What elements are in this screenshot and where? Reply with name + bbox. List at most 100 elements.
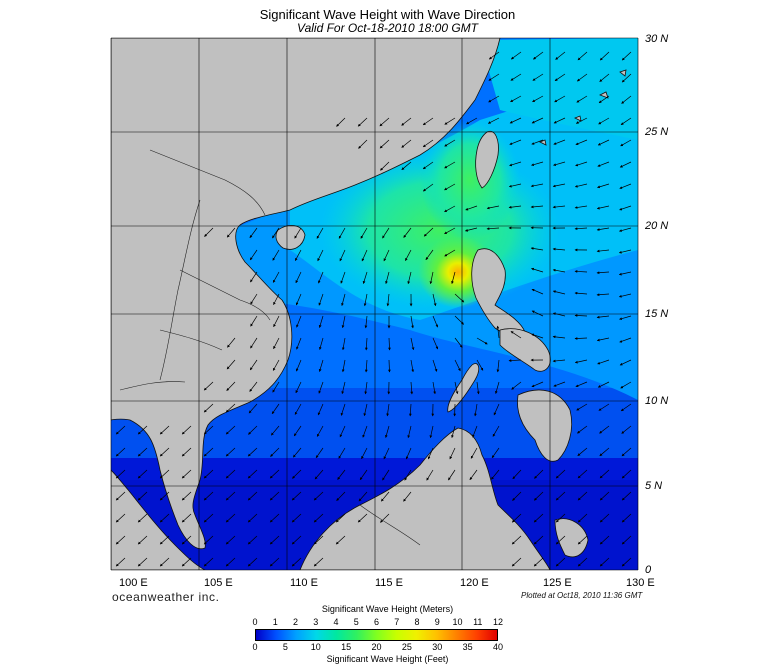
wave-direction-arrow bbox=[494, 381, 500, 394]
wave-direction-arrow bbox=[363, 293, 368, 307]
wave-direction-arrow bbox=[204, 227, 214, 237]
wave-direction-arrow bbox=[159, 425, 170, 435]
wave-direction-arrow bbox=[405, 447, 412, 460]
wave-direction-arrow bbox=[552, 247, 566, 251]
wave-direction-arrow bbox=[225, 535, 236, 545]
wave-direction-arrow bbox=[338, 227, 346, 239]
wave-direction-arrow bbox=[335, 535, 346, 545]
lon-label-110: 110 E bbox=[290, 577, 318, 589]
wave-direction-arrow bbox=[491, 469, 500, 480]
legend-meter-tick: 8 bbox=[414, 617, 420, 627]
wave-direction-arrow bbox=[225, 425, 236, 435]
wave-direction-arrow bbox=[598, 403, 610, 411]
wave-direction-arrow bbox=[273, 315, 280, 328]
wave-direction-arrow bbox=[359, 469, 368, 481]
wave-direction-arrow bbox=[554, 73, 566, 81]
wave-direction-arrow bbox=[291, 513, 302, 523]
wave-direction-arrow bbox=[181, 469, 192, 479]
wave-direction-arrow bbox=[577, 425, 588, 434]
wave-direction-arrow bbox=[449, 447, 456, 460]
wave-direction-arrow bbox=[225, 491, 236, 501]
legend-feet-tick: 10 bbox=[310, 642, 321, 652]
wave-direction-arrow bbox=[422, 117, 434, 126]
wave-direction-arrow bbox=[552, 183, 566, 188]
wave-direction-arrow bbox=[364, 315, 368, 329]
legend-colorbar bbox=[255, 629, 498, 641]
wave-direction-arrow bbox=[203, 381, 214, 391]
wave-direction-arrow bbox=[596, 205, 610, 210]
wave-direction-arrow bbox=[509, 117, 522, 124]
wave-direction-arrow bbox=[272, 271, 280, 283]
wave-direction-arrow bbox=[181, 491, 192, 501]
legend-meter-tick: 5 bbox=[353, 617, 359, 627]
wave-direction-arrow bbox=[341, 315, 346, 329]
wave-direction-arrow bbox=[115, 557, 126, 567]
wave-direction-arrow bbox=[314, 469, 324, 480]
legend-feet-tick: 30 bbox=[432, 642, 443, 652]
wave-direction-arrow bbox=[492, 425, 500, 437]
wave-direction-arrow bbox=[596, 271, 610, 275]
legend-meter-tick: 12 bbox=[492, 617, 504, 627]
wave-direction-arrow bbox=[273, 293, 280, 306]
wave-direction-arrow bbox=[247, 491, 258, 501]
wave-direction-arrow bbox=[469, 469, 478, 481]
wave-direction-arrow bbox=[247, 535, 258, 545]
wave-direction-arrow bbox=[181, 535, 192, 545]
wave-direction-arrow bbox=[577, 51, 588, 61]
wave-direction-arrow bbox=[597, 161, 610, 167]
wave-direction-arrow bbox=[336, 491, 346, 501]
wave-direction-arrow bbox=[464, 227, 478, 232]
wave-direction-arrow bbox=[599, 513, 610, 523]
wave-direction-arrow bbox=[618, 293, 632, 298]
lat-label-20: 20 N bbox=[645, 220, 669, 232]
wave-direction-arrow bbox=[444, 117, 456, 125]
wave-direction-arrow bbox=[432, 293, 437, 307]
wave-direction-arrow bbox=[422, 139, 434, 148]
wave-direction-arrow bbox=[295, 271, 302, 284]
wave-direction-arrow bbox=[530, 183, 544, 188]
wave-direction-arrow bbox=[296, 315, 302, 328]
wave-direction-arrow bbox=[337, 469, 346, 480]
wave-direction-arrow bbox=[599, 51, 610, 61]
wave-direction-arrow bbox=[318, 337, 324, 350]
wave-direction-arrow bbox=[339, 249, 346, 262]
wave-direction-arrow bbox=[270, 447, 280, 457]
wave-direction-arrow bbox=[555, 513, 566, 523]
wave-direction-arrow bbox=[511, 557, 522, 567]
wave-direction-arrow bbox=[317, 403, 324, 416]
wave-direction-arrow bbox=[620, 117, 632, 125]
wave-direction-arrow bbox=[553, 139, 566, 145]
wave-direction-arrow bbox=[577, 513, 588, 523]
wave-direction-arrow bbox=[203, 557, 214, 567]
wave-direction-arrow bbox=[137, 469, 148, 479]
wave-direction-arrow bbox=[621, 535, 632, 545]
wave-direction-arrow bbox=[225, 447, 236, 457]
wave-direction-arrow bbox=[293, 447, 302, 458]
lat-lon-grid bbox=[110, 37, 639, 571]
wave-direction-arrow bbox=[621, 73, 632, 83]
wave-direction-arrow bbox=[429, 271, 434, 285]
wave-direction-arrow bbox=[115, 535, 126, 545]
wave-direction-arrow bbox=[621, 513, 632, 523]
wave-direction-arrow bbox=[272, 227, 280, 239]
wave-direction-arrow bbox=[249, 249, 258, 261]
wave-direction-arrow bbox=[386, 293, 390, 307]
wave-direction-arrow bbox=[340, 271, 346, 284]
wave-direction-arrow bbox=[597, 359, 610, 365]
wave-direction-arrow bbox=[574, 314, 588, 317]
wave-direction-arrow bbox=[272, 359, 280, 371]
wave-direction-arrow bbox=[533, 513, 544, 523]
wave-direction-arrow bbox=[315, 447, 324, 459]
wave-direction-arrow bbox=[596, 337, 610, 342]
wave-direction-arrow bbox=[476, 359, 484, 371]
wave-direction-arrow bbox=[509, 139, 522, 145]
wave-direction-arrow bbox=[295, 293, 302, 306]
lat-label-5: 5 N bbox=[645, 480, 663, 492]
wave-direction-arrow bbox=[247, 557, 258, 567]
wave-direction-arrow bbox=[554, 95, 566, 103]
country-borders bbox=[119, 149, 421, 546]
wave-direction-arrow bbox=[225, 469, 236, 479]
lon-label-120: 120 E bbox=[460, 577, 489, 589]
wave-direction-arrow bbox=[357, 513, 368, 523]
legend-meter-tick: 9 bbox=[434, 617, 440, 627]
